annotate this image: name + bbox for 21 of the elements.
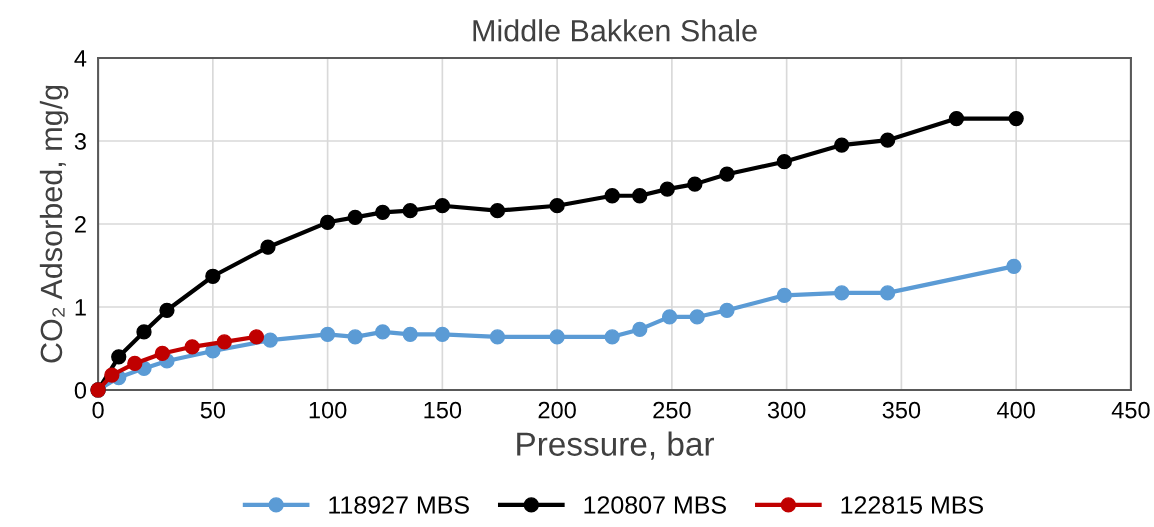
legend-label: 118927 MBS [329,496,469,514]
x-tick-label: 50 [200,401,226,419]
x-tick-label: 100 [309,401,347,419]
legend-label: 122815 MBS [841,496,983,514]
x-tick-label: 350 [882,401,921,419]
y-tick-label: 0 [74,382,87,399]
y-tick-label: 3 [74,133,86,150]
chart-title: Middle Bakken Shale [473,19,757,42]
x-tick-label: 200 [538,401,576,419]
x-tick-label: 250 [653,401,691,419]
x-axis-title: Pressure, bar [517,431,714,460]
y-tick-label: 4 [74,50,87,67]
x-tick-label: 150 [424,401,462,419]
y-axis-title: CO₂ Adsorbed, mg/g [39,85,69,363]
y-tick-label: 2 [75,216,86,233]
x-tick-label: 300 [767,401,806,419]
x-tick-label: 400 [997,401,1035,419]
x-tick-label: 450 [1111,401,1150,419]
y-tick-label: 1 [75,299,86,316]
legend-label: 120807 MBS [584,496,726,514]
x-tick-label: 0 [92,401,104,419]
